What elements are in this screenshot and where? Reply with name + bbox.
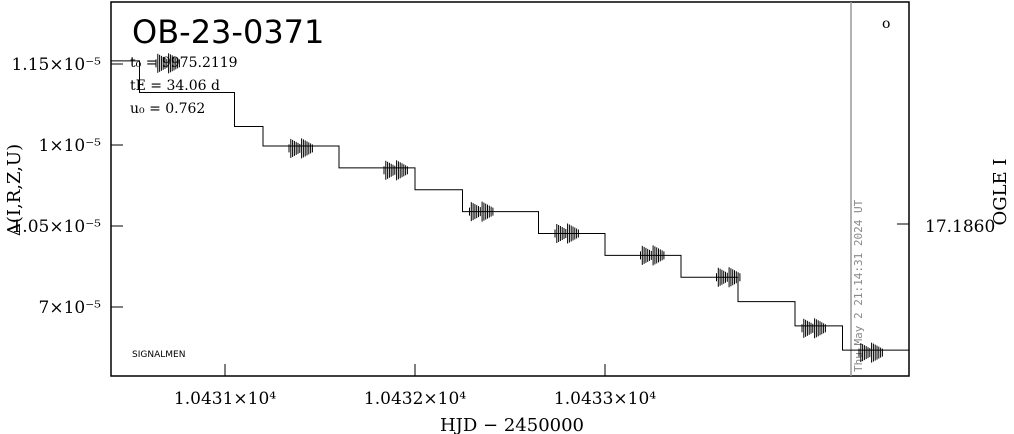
- noise-cluster-5: [640, 245, 665, 266]
- param-te: tE = 34.06 d: [130, 78, 220, 94]
- timestamp-label: Thu May 2 21:14:31 2024 UT: [852, 199, 865, 372]
- signalmen-label: SIGNALMEN: [132, 350, 185, 360]
- y-ticks: 1.15×10⁻⁵ 1×10⁻⁵ 1.05×10⁻⁵ 7×10⁻⁵: [11, 55, 123, 318]
- param-u0: u₀ = 0.762: [130, 101, 205, 117]
- noise-cluster-7: [801, 318, 826, 339]
- chart-title: OB-23-0371: [132, 13, 324, 51]
- noise-cluster-6: [716, 267, 741, 288]
- x-ticks: 1.0431×10⁴ 1.0432×10⁴ 1.0433×10⁴: [174, 364, 656, 409]
- y-tick-label-1: 1×10⁻⁵: [39, 136, 102, 156]
- y-tick-label-3: 7×10⁻⁵: [39, 298, 102, 318]
- noise-cluster-0: [155, 53, 180, 74]
- x-tick-label-2: 1.0433×10⁴: [554, 389, 656, 409]
- x-axis-title: HJD − 2450000: [440, 415, 584, 434]
- x-tick-label-0: 1.0431×10⁴: [174, 389, 276, 409]
- noise-cluster-8: [858, 342, 883, 363]
- x-tick-label-1: 1.0432×10⁴: [364, 389, 466, 409]
- noise-cluster-2: [383, 160, 408, 181]
- y-tick-label-2: 1.05×10⁻⁵: [11, 217, 101, 237]
- open-circle-icon: o: [882, 16, 890, 32]
- y-tick-label-0: 1.15×10⁻⁵: [11, 55, 101, 75]
- step-line: [111, 60, 909, 351]
- y-tick-label-right: 17.1860: [925, 217, 995, 237]
- series-line: [111, 53, 909, 363]
- param-t0: t₀ = 9975.2119: [130, 55, 238, 71]
- noise-cluster-3: [469, 201, 494, 222]
- noise-cluster-4: [554, 223, 579, 244]
- plot-frame: [110, 1, 910, 377]
- y-axis-title-right: OGLE I: [990, 158, 1011, 225]
- noise-cluster-1: [288, 138, 313, 159]
- y-axis-title-left: Δ(I,R,Z,U): [4, 144, 25, 236]
